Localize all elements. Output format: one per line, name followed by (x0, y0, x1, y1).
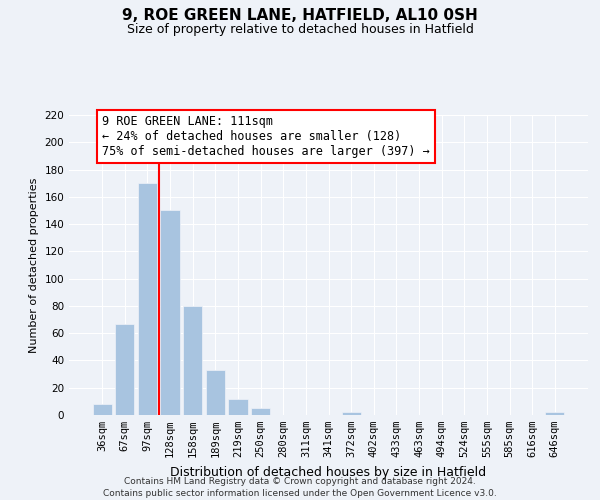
Text: 9 ROE GREEN LANE: 111sqm
← 24% of detached houses are smaller (128)
75% of semi-: 9 ROE GREEN LANE: 111sqm ← 24% of detach… (102, 115, 430, 158)
Bar (183, 306, 202, 415)
Bar (160, 210, 180, 415)
Bar (115, 324, 134, 415)
Bar (92, 404, 112, 415)
Text: 9, ROE GREEN LANE, HATFIELD, AL10 0SH: 9, ROE GREEN LANE, HATFIELD, AL10 0SH (122, 8, 478, 22)
Bar (251, 408, 270, 415)
Bar (229, 398, 248, 415)
Bar (138, 183, 157, 415)
Bar (341, 412, 361, 415)
Bar (206, 370, 225, 415)
Y-axis label: Number of detached properties: Number of detached properties (29, 178, 39, 352)
Text: Contains HM Land Registry data © Crown copyright and database right 2024.: Contains HM Land Registry data © Crown c… (124, 478, 476, 486)
X-axis label: Distribution of detached houses by size in Hatfield: Distribution of detached houses by size … (170, 466, 487, 478)
Text: Size of property relative to detached houses in Hatfield: Size of property relative to detached ho… (127, 22, 473, 36)
Bar (545, 412, 565, 415)
Text: Contains public sector information licensed under the Open Government Licence v3: Contains public sector information licen… (103, 489, 497, 498)
